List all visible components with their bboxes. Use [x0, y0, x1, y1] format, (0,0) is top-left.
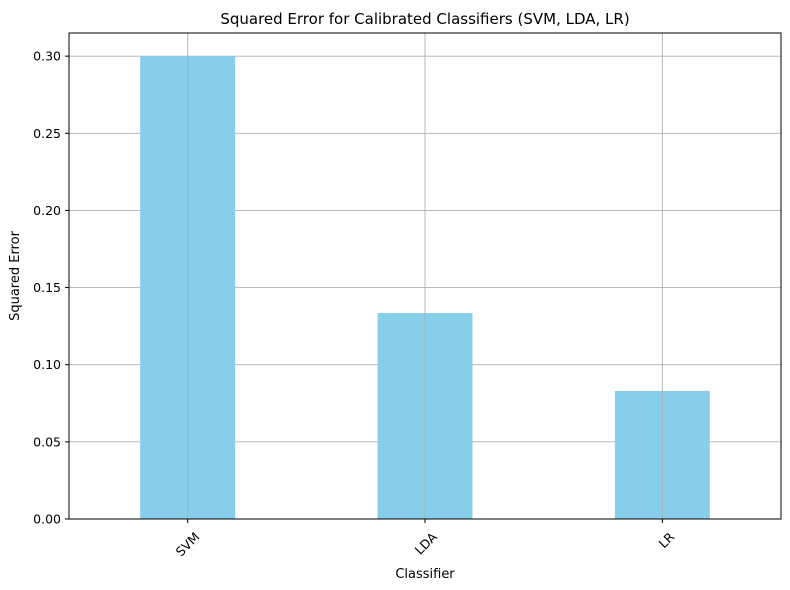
ticks-layer: 0.00 0.05 0.10 0.15 0.20 0.25 0.30 SVM LDA LR [33, 49, 677, 560]
chart-title: Squared Error for Calibrated Classifiers… [220, 10, 629, 28]
y-tick-label: 0.15 [33, 280, 61, 295]
y-tick-label: 0.25 [33, 126, 61, 141]
y-tick-label: 0.10 [33, 357, 61, 372]
x-tick-label-svm: SVM [173, 529, 203, 559]
bars-layer [140, 33, 710, 520]
x-tick-label-lda: LDA [412, 529, 441, 558]
x-axis-label: Classifier [395, 567, 455, 582]
y-tick-label: 0.20 [33, 203, 61, 218]
y-tick-label: 0.05 [33, 434, 61, 449]
x-tick-label-lr: LR [656, 529, 678, 551]
y-tick-label: 0.30 [33, 49, 61, 64]
y-axis-label: Squared Error [8, 230, 23, 320]
y-tick-label: 0.00 [33, 512, 61, 527]
